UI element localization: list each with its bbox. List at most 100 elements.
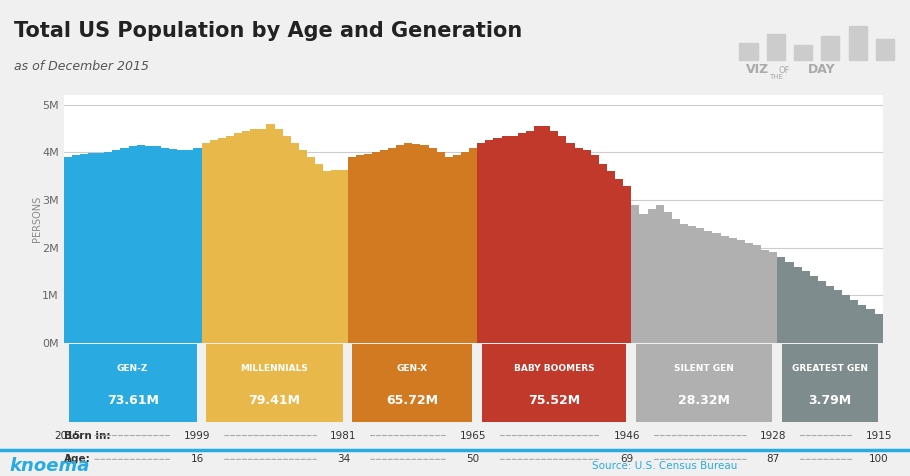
Text: 73.61M: 73.61M bbox=[106, 395, 158, 407]
Bar bbox=[721, 236, 729, 343]
Text: 2015: 2015 bbox=[55, 430, 81, 441]
Bar bbox=[88, 153, 96, 343]
Bar bbox=[737, 240, 745, 343]
Bar bbox=[551, 131, 559, 343]
Bar bbox=[412, 144, 420, 343]
Text: OF: OF bbox=[778, 66, 790, 75]
Bar bbox=[688, 226, 696, 343]
Bar bbox=[794, 45, 813, 60]
Text: 1: 1 bbox=[65, 454, 71, 465]
Bar bbox=[364, 154, 372, 343]
Bar bbox=[534, 126, 542, 343]
Bar bbox=[323, 171, 331, 343]
Bar bbox=[161, 148, 169, 343]
Bar bbox=[380, 150, 388, 343]
Bar bbox=[209, 140, 217, 343]
Bar bbox=[470, 148, 477, 343]
FancyBboxPatch shape bbox=[482, 344, 626, 422]
Text: 1946: 1946 bbox=[614, 430, 641, 441]
Bar bbox=[802, 271, 810, 343]
Bar bbox=[226, 136, 234, 343]
Bar bbox=[875, 39, 894, 60]
Bar bbox=[453, 155, 461, 343]
Bar bbox=[250, 129, 258, 343]
Bar bbox=[615, 178, 623, 343]
Bar bbox=[80, 154, 88, 343]
Text: BABY BOOMERS: BABY BOOMERS bbox=[514, 364, 594, 373]
Bar bbox=[510, 136, 518, 343]
Bar bbox=[542, 126, 551, 343]
Bar bbox=[461, 152, 470, 343]
Text: 65.72M: 65.72M bbox=[387, 395, 439, 407]
FancyBboxPatch shape bbox=[783, 344, 878, 422]
Text: MILLENNIALS: MILLENNIALS bbox=[240, 364, 308, 373]
Bar bbox=[574, 148, 582, 343]
Bar bbox=[420, 145, 429, 343]
Bar bbox=[745, 243, 753, 343]
Text: 1915: 1915 bbox=[865, 430, 892, 441]
Bar bbox=[217, 138, 226, 343]
Bar bbox=[96, 153, 105, 343]
Bar bbox=[64, 157, 72, 343]
Bar bbox=[526, 131, 534, 343]
Bar bbox=[291, 143, 298, 343]
Bar bbox=[275, 129, 283, 343]
Text: 1928: 1928 bbox=[760, 430, 786, 441]
Text: Age:: Age: bbox=[64, 454, 90, 465]
Bar bbox=[842, 295, 850, 343]
Bar bbox=[607, 171, 615, 343]
Bar bbox=[153, 146, 161, 343]
Bar bbox=[429, 148, 437, 343]
Bar bbox=[875, 314, 883, 343]
Bar bbox=[331, 170, 339, 343]
Bar bbox=[663, 212, 672, 343]
Text: Born in:: Born in: bbox=[64, 430, 110, 441]
Bar bbox=[145, 146, 153, 343]
Bar bbox=[339, 170, 348, 343]
Bar bbox=[821, 37, 839, 60]
Bar bbox=[404, 143, 412, 343]
FancyBboxPatch shape bbox=[68, 344, 197, 422]
Bar bbox=[177, 150, 186, 343]
FancyBboxPatch shape bbox=[207, 344, 343, 422]
Bar bbox=[518, 133, 526, 343]
Text: knoema: knoema bbox=[9, 457, 89, 475]
Bar bbox=[761, 250, 769, 343]
Bar bbox=[437, 152, 445, 343]
Bar bbox=[680, 224, 688, 343]
Bar bbox=[655, 205, 663, 343]
Bar bbox=[396, 145, 404, 343]
Bar bbox=[810, 276, 818, 343]
Bar bbox=[348, 157, 356, 343]
Text: 1965: 1965 bbox=[460, 430, 487, 441]
Bar bbox=[648, 209, 655, 343]
Bar bbox=[713, 233, 721, 343]
Bar bbox=[632, 205, 640, 343]
Bar bbox=[591, 155, 599, 343]
Bar bbox=[186, 150, 194, 343]
Text: 3.79M: 3.79M bbox=[808, 395, 852, 407]
Bar bbox=[696, 228, 704, 343]
Bar bbox=[501, 136, 510, 343]
Bar bbox=[739, 43, 757, 60]
Bar bbox=[267, 124, 275, 343]
Bar bbox=[794, 267, 802, 343]
Bar bbox=[201, 143, 209, 343]
Bar bbox=[105, 152, 112, 343]
Bar bbox=[753, 245, 761, 343]
Text: 100: 100 bbox=[869, 454, 888, 465]
Bar bbox=[848, 26, 867, 60]
Bar bbox=[640, 214, 648, 343]
Text: 87: 87 bbox=[766, 454, 780, 465]
Bar bbox=[258, 129, 267, 343]
Text: 50: 50 bbox=[467, 454, 480, 465]
Bar bbox=[566, 143, 574, 343]
Text: Source: U.S. Census Bureau: Source: U.S. Census Bureau bbox=[592, 461, 737, 471]
Text: GEN-X: GEN-X bbox=[397, 364, 428, 373]
Bar bbox=[858, 305, 866, 343]
Text: 34: 34 bbox=[337, 454, 350, 465]
Bar bbox=[283, 136, 291, 343]
Bar bbox=[112, 150, 120, 343]
Y-axis label: PERSONS: PERSONS bbox=[32, 196, 42, 242]
Text: 1999: 1999 bbox=[184, 430, 211, 441]
